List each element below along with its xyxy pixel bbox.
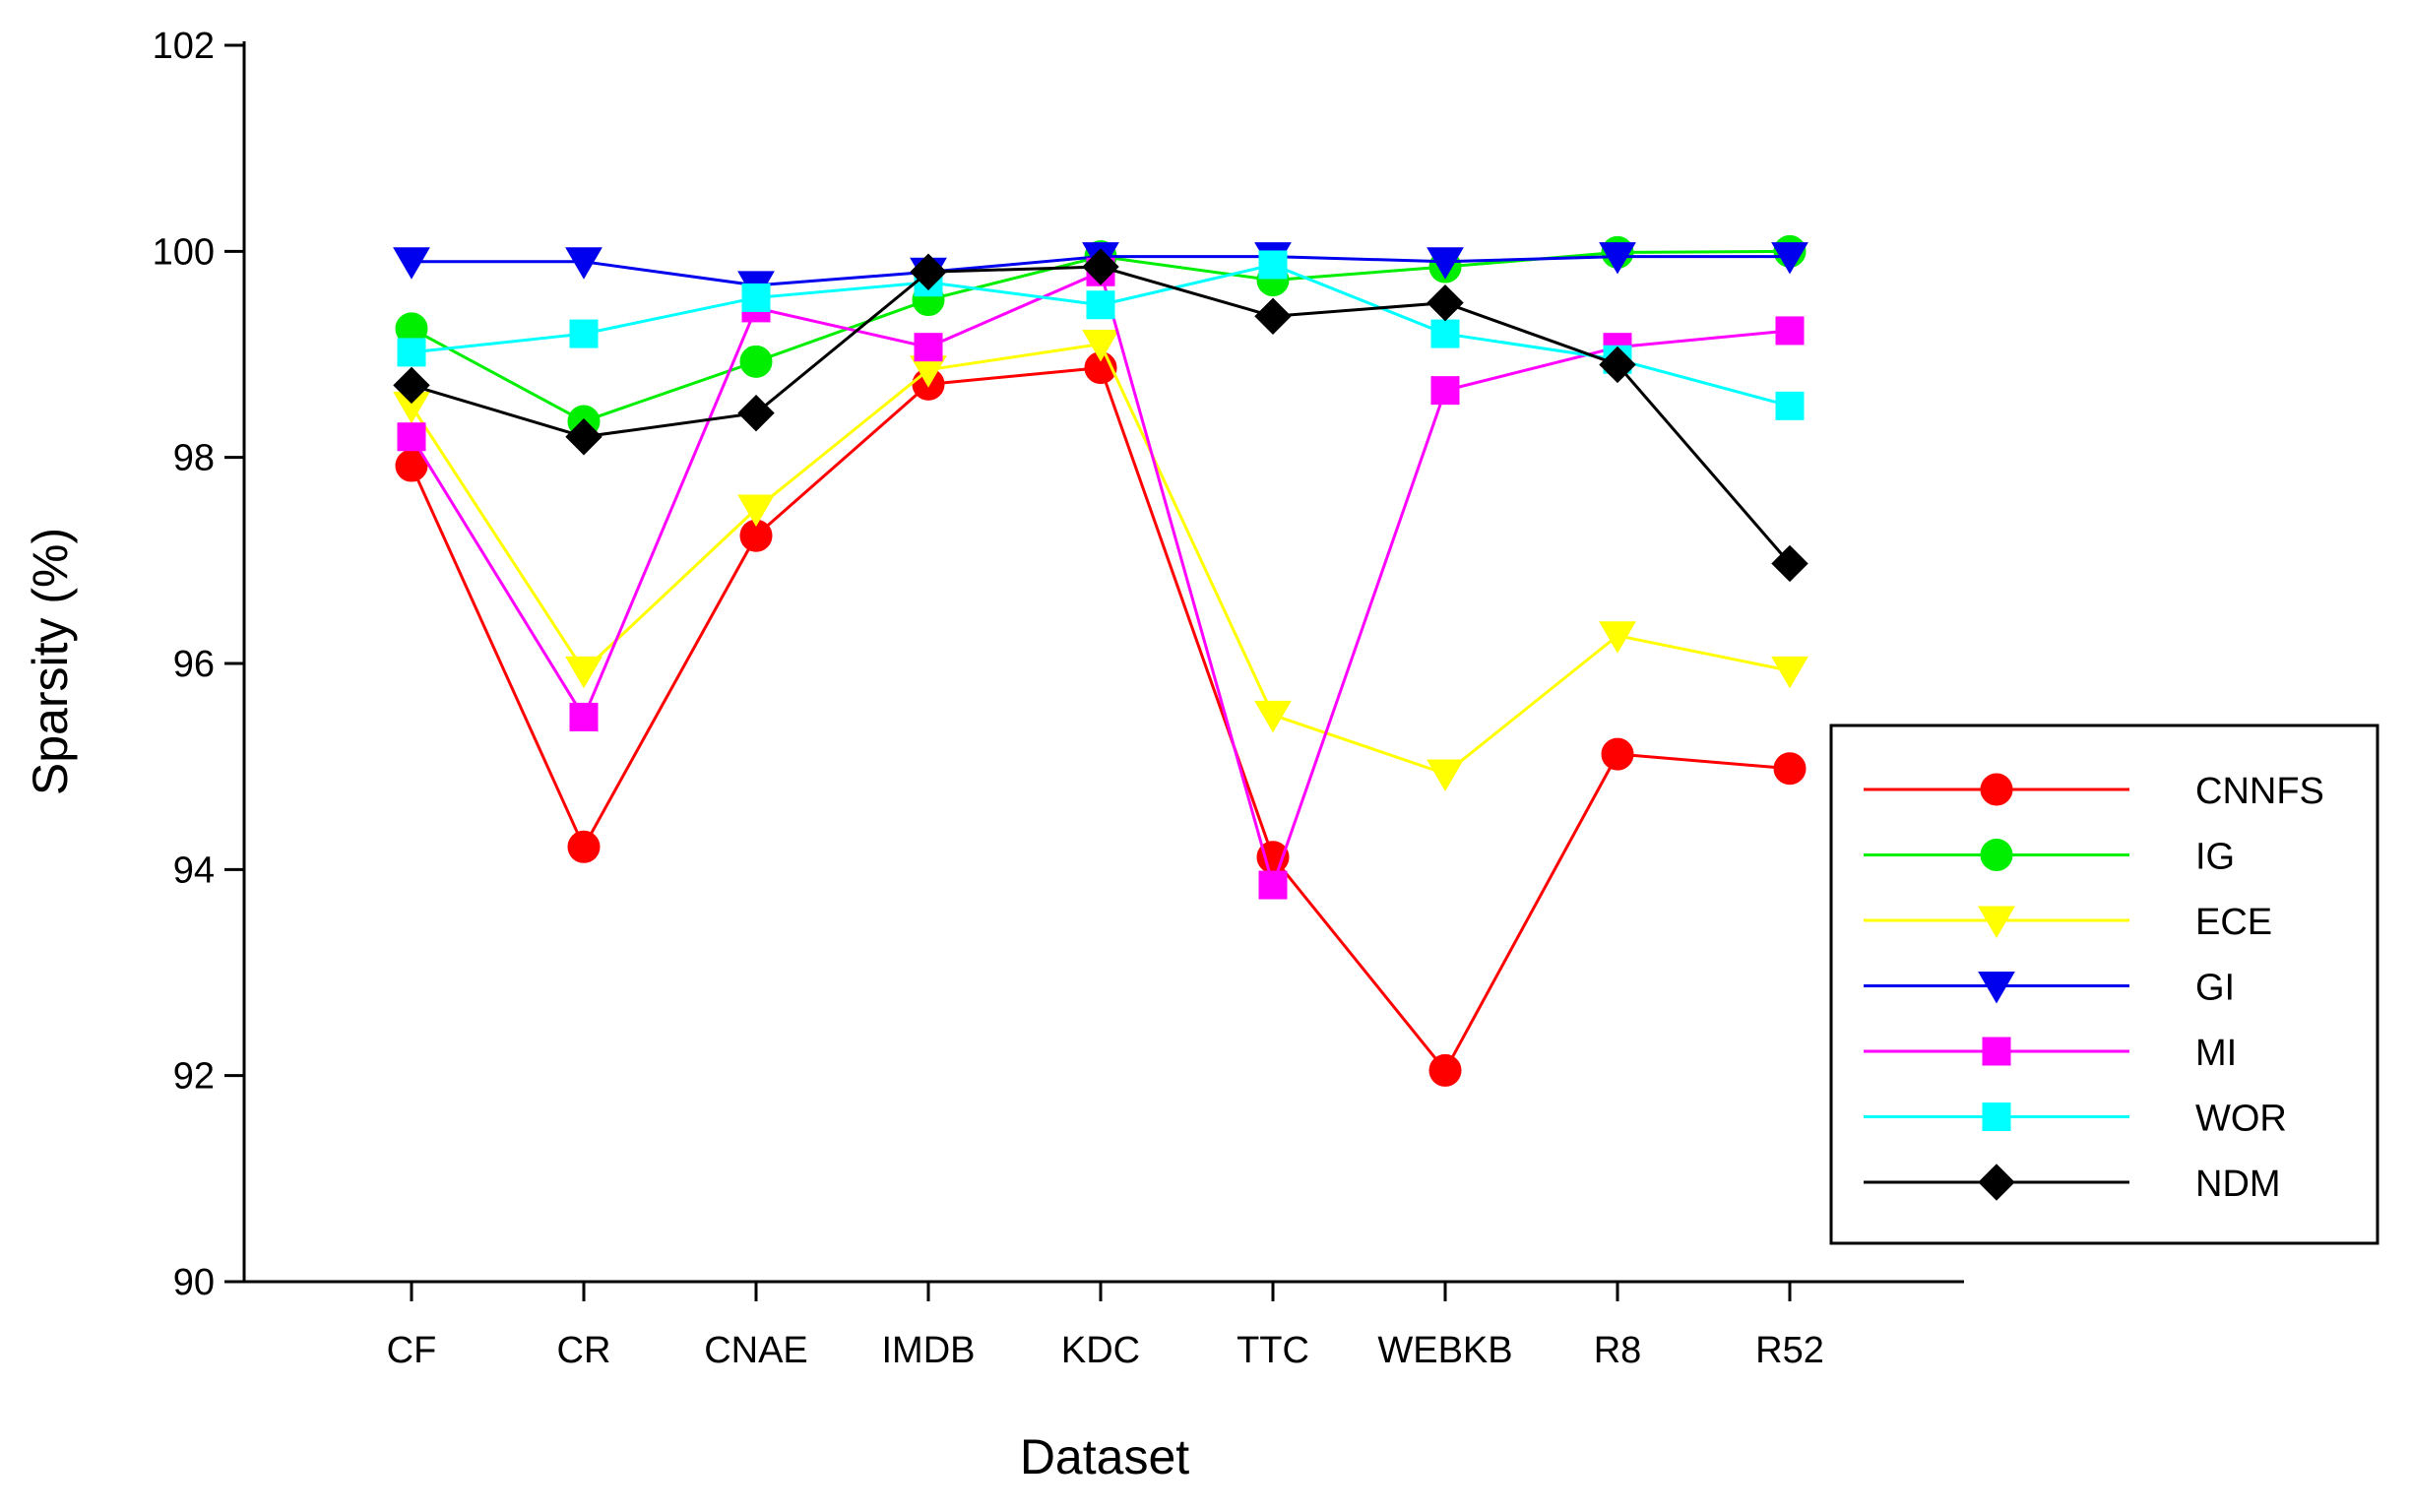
data-point-wor [1775, 391, 1805, 420]
legend-item-ece: ECE [1864, 902, 2272, 943]
data-point-gi [1599, 242, 1636, 275]
x-tick-label: IMDB [882, 1330, 976, 1371]
data-point-ece [1082, 330, 1119, 362]
legend-label: ECE [2195, 902, 2272, 943]
legend-label: IG [2195, 837, 2235, 878]
data-point-ndm [1082, 248, 1119, 285]
data-point-gi [565, 247, 602, 280]
data-point-ece [565, 656, 602, 689]
data-point-mi [397, 422, 426, 452]
data-point-wor [1258, 250, 1288, 280]
data-point-gi [1427, 247, 1464, 280]
x-tick-label: CNAE [704, 1330, 808, 1371]
data-point-mi [1430, 376, 1460, 406]
data-point-mi [1258, 870, 1288, 900]
data-point-ndm [1427, 284, 1464, 322]
y-tick-label: 94 [173, 850, 215, 891]
legend-marker-ece [1978, 906, 2015, 938]
legend-item-ndm: NDM [1864, 1164, 2281, 1205]
data-point-ndm [1771, 544, 1808, 583]
y-tick-label: 96 [173, 644, 215, 685]
data-point-wor [741, 283, 771, 312]
legend-label: GI [2195, 968, 2235, 1009]
data-point-ece [1771, 656, 1808, 689]
data-point-wor [1086, 290, 1115, 320]
legend-item-mi: MI [1864, 1033, 2237, 1074]
data-point-ece [1427, 759, 1464, 791]
data-point-ndm [1599, 346, 1636, 384]
x-tick-label: CR [557, 1330, 611, 1371]
data-point-wor [397, 338, 426, 367]
series-wor [397, 250, 1805, 420]
legend-marker-cnnfs [1980, 773, 2013, 806]
data-point-gi [393, 247, 430, 280]
data-point-ece [737, 494, 775, 527]
legend-marker-gi [1978, 972, 2015, 1004]
data-point-cnnfs [1428, 1053, 1462, 1087]
legend-marker-ndm [1978, 1164, 2015, 1201]
x-tick-label: CF [387, 1330, 437, 1371]
data-point-cnnfs [1773, 752, 1807, 786]
y-tick-label: 92 [173, 1056, 215, 1098]
data-point-mi [1775, 316, 1805, 346]
legend-item-cnnfs: CNNFS [1864, 771, 2324, 812]
data-point-cnnfs [1601, 737, 1634, 771]
y-tick-label: 98 [173, 438, 215, 479]
data-point-ece [1599, 621, 1636, 654]
data-point-ndm [737, 394, 775, 432]
legend-label: WOR [2195, 1099, 2287, 1140]
data-point-ndm [910, 253, 947, 290]
data-point-ndm [1254, 297, 1292, 335]
legend-marker-ig [1980, 839, 2013, 871]
data-point-ece [1254, 700, 1292, 733]
x-tick-label: WEBKB [1377, 1330, 1512, 1371]
data-point-ig [739, 345, 773, 378]
axes: 90 92 94 96 98 100 102 CF CR CNAE IMDB KDC TTC WEBKB R… [153, 26, 1964, 1371]
data-point-ndm [393, 366, 430, 405]
legend-item-wor: WOR [1864, 1099, 2287, 1140]
data-point-wor [1430, 319, 1460, 348]
data-point-wor [569, 319, 599, 348]
data-point-mi [914, 333, 943, 362]
x-tick-label: TTC [1237, 1330, 1309, 1371]
data-point-gi [1771, 242, 1808, 275]
legend-label: NDM [2195, 1164, 2281, 1205]
data-point-mi [569, 702, 599, 731]
legend-marker-mi [1982, 1037, 2011, 1066]
data-point-ndm [565, 418, 602, 456]
y-tick-label: 100 [153, 231, 215, 273]
legend-label: CNNFS [2195, 771, 2324, 812]
legend: CNNFS IG ECE GI MI WOR NDM [1829, 724, 2379, 1245]
series-cnnfs [395, 351, 1807, 1087]
series-layer [393, 234, 1808, 1087]
y-tick-label: 102 [153, 26, 215, 67]
series-ndm [393, 248, 1808, 583]
legend-item-gi: GI [1864, 968, 2235, 1009]
y-tick-label: 90 [173, 1262, 215, 1303]
x-axis-title: Dataset [1020, 1429, 1189, 1484]
x-tick-label: KDC [1061, 1330, 1140, 1371]
data-point-cnnfs [567, 830, 601, 863]
y-axis-title: Sparsity (%) [23, 528, 78, 795]
x-tick-label: R52 [1755, 1330, 1824, 1371]
series-line-cnnfs [410, 366, 1791, 1072]
x-tick-label: R8 [1594, 1330, 1642, 1371]
legend-marker-wor [1982, 1102, 2011, 1131]
legend-item-ig: IG [1864, 837, 2235, 878]
legend-label: MI [2195, 1033, 2237, 1074]
series-ece [393, 330, 1808, 791]
